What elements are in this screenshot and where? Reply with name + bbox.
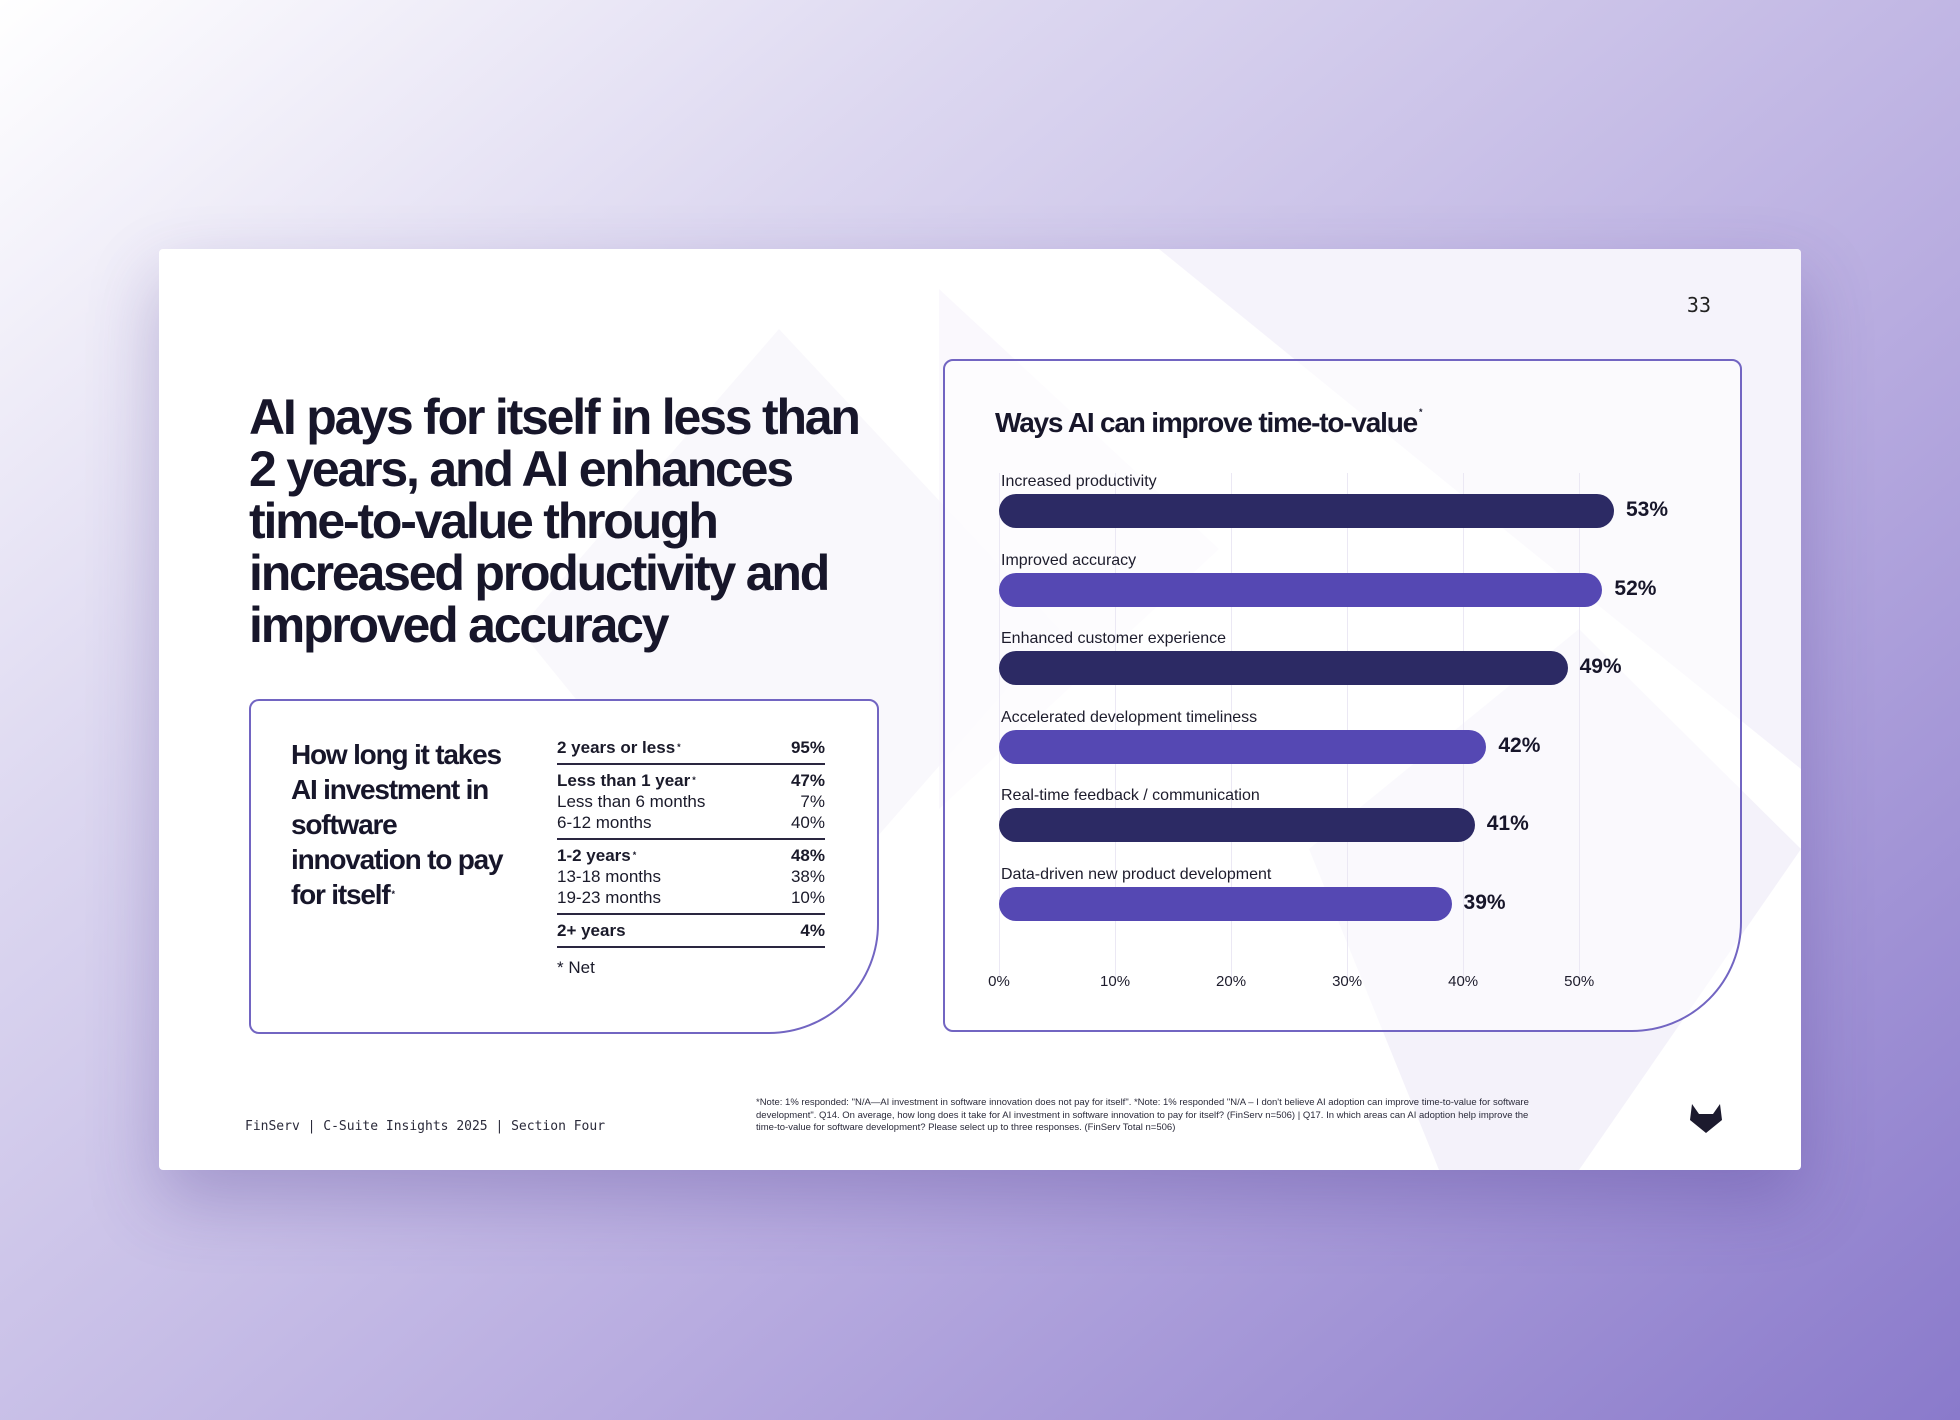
x-tick-label: 10% — [1100, 973, 1131, 990]
value-label: 52% — [1614, 576, 1657, 600]
payback-row-label: 19-23 months — [557, 887, 661, 908]
headline: AI pays for itself in less than 2 years,… — [249, 389, 861, 653]
bar-chart-plot: 0% 10% 20% 30% 40% 50% Increased productivity 5… — [988, 473, 1668, 993]
payback-footnote: * Net — [557, 958, 595, 977]
category-label: Improved accuracy — [1001, 551, 1137, 569]
payback-row: 6-12 months 40% — [557, 812, 825, 833]
payback-row-value: 40% — [790, 813, 825, 832]
category-label: Data-driven new product development — [1001, 865, 1272, 883]
payback-row-marker: * — [677, 742, 681, 752]
payback-row-label: 13-18 months — [557, 866, 661, 887]
payback-group: 2 years or less * 95% — [557, 737, 825, 765]
payback-row: 2+ years 4% — [557, 920, 825, 941]
payback-row-label-text: Less than 1 year — [557, 771, 691, 790]
grid-line — [1463, 473, 1465, 978]
payback-row-value: 4% — [800, 921, 825, 940]
payback-title: How long it takes AI investment in softw… — [291, 737, 531, 912]
chart-title: Ways AI can improve time-to-value * — [995, 407, 1423, 439]
payback-row-label: 2 years or less * — [557, 737, 681, 758]
payback-row-label-text: 19-23 months — [557, 888, 661, 907]
report-slide: 33 AI pays for itself in less than 2 yea… — [159, 249, 1801, 1170]
payback-row-value: 48% — [790, 846, 825, 865]
payback-row: 13-18 months 38% — [557, 866, 825, 887]
payback-group: 2+ years 4% — [557, 915, 825, 948]
time-to-value-chart-card: Ways AI can improve time-to-value * 0% 10%… — [943, 359, 1742, 1032]
value-label: 42% — [1498, 733, 1541, 757]
payback-group: Less than 1 year * 47% Less than 6 months 7%… — [557, 765, 825, 840]
gitlab-tanuki-icon — [1690, 1104, 1722, 1133]
payback-row-label-text: 2 years or less — [557, 738, 676, 757]
value-label: 53% — [1626, 498, 1669, 521]
payback-row-label: 1-2 years * — [557, 845, 636, 866]
payback-row-label-text: Less than 6 months — [557, 792, 706, 811]
payback-title-text: How long it takes AI investment in softw… — [291, 739, 504, 910]
grid-line — [1347, 473, 1349, 978]
payback-row-label: Less than 1 year * — [557, 770, 696, 791]
bar — [999, 886, 1452, 921]
payback-row-value: 10% — [790, 888, 825, 907]
payback-row: 1-2 years * 48% — [557, 845, 825, 866]
payback-row-value: 47% — [790, 771, 825, 790]
bar — [999, 729, 1487, 764]
payback-title-marker: * — [391, 889, 395, 899]
payback-row-marker: * — [632, 850, 637, 860]
payback-row-value: 95% — [790, 738, 825, 757]
chart-title-text: Ways AI can improve time-to-value — [995, 407, 1418, 438]
x-tick-label: 0% — [988, 973, 1010, 990]
payback-row-label-text: 2+ years — [557, 921, 626, 940]
payback-row-value: 38% — [790, 867, 825, 886]
chart-title-marker: * — [1419, 407, 1423, 417]
x-tick-label: 50% — [1564, 973, 1595, 990]
footer-note: *Note: 1% responded: "N/A—AI investment … — [756, 1097, 1529, 1133]
value-label: 49% — [1579, 655, 1622, 678]
payback-row-label-text: 6-12 months — [557, 813, 652, 832]
payback-row: Less than 1 year * 47% — [557, 770, 825, 791]
grid-line — [1115, 473, 1117, 978]
bar — [999, 651, 1568, 685]
bar — [999, 494, 1614, 528]
payback-group: 1-2 years * 48% 13-18 months 38% 19-23 months… — [557, 840, 825, 915]
x-tick-label: 20% — [1216, 973, 1247, 990]
page-number: 33 — [1686, 293, 1711, 317]
payback-card: How long it takes AI investment in softw… — [249, 699, 879, 1034]
payback-row: Less than 6 months 7% — [557, 791, 825, 812]
value-label: 41% — [1486, 812, 1529, 835]
payback-row: 2 years or less * 95% — [557, 737, 825, 758]
payback-table: 2 years or less * 95% Less than 1 year * 47% L… — [557, 737, 825, 978]
category-label: Enhanced customer experience — [1001, 630, 1227, 647]
value-label: 39% — [1463, 890, 1506, 914]
grid-line — [999, 473, 1000, 978]
payback-row-label: 6-12 months — [557, 812, 652, 833]
x-tick-label: 40% — [1448, 973, 1479, 990]
bar — [999, 808, 1475, 842]
payback-row-label: Less than 6 months — [557, 791, 705, 812]
payback-row-label-text: 13-18 months — [557, 867, 661, 886]
grid-line — [1579, 473, 1581, 978]
category-label: Increased productivity — [1001, 473, 1157, 490]
category-label: Real-time feedback / communication — [1001, 787, 1260, 804]
category-label: Accelerated development timeliness — [1001, 708, 1258, 726]
payback-row-label-text: 1-2 years — [557, 846, 631, 865]
payback-row: 19-23 months 10% — [557, 887, 825, 908]
grid-line — [1231, 473, 1233, 978]
footer-section-label: FinServ | C-Suite Insights 2025 | Sectio… — [245, 1119, 606, 1134]
payback-row-label: 2+ years — [557, 920, 626, 941]
payback-row-marker: * — [692, 775, 696, 785]
payback-row-value: 7% — [800, 792, 825, 811]
bar — [999, 572, 1603, 607]
x-tick-label: 30% — [1332, 973, 1363, 990]
